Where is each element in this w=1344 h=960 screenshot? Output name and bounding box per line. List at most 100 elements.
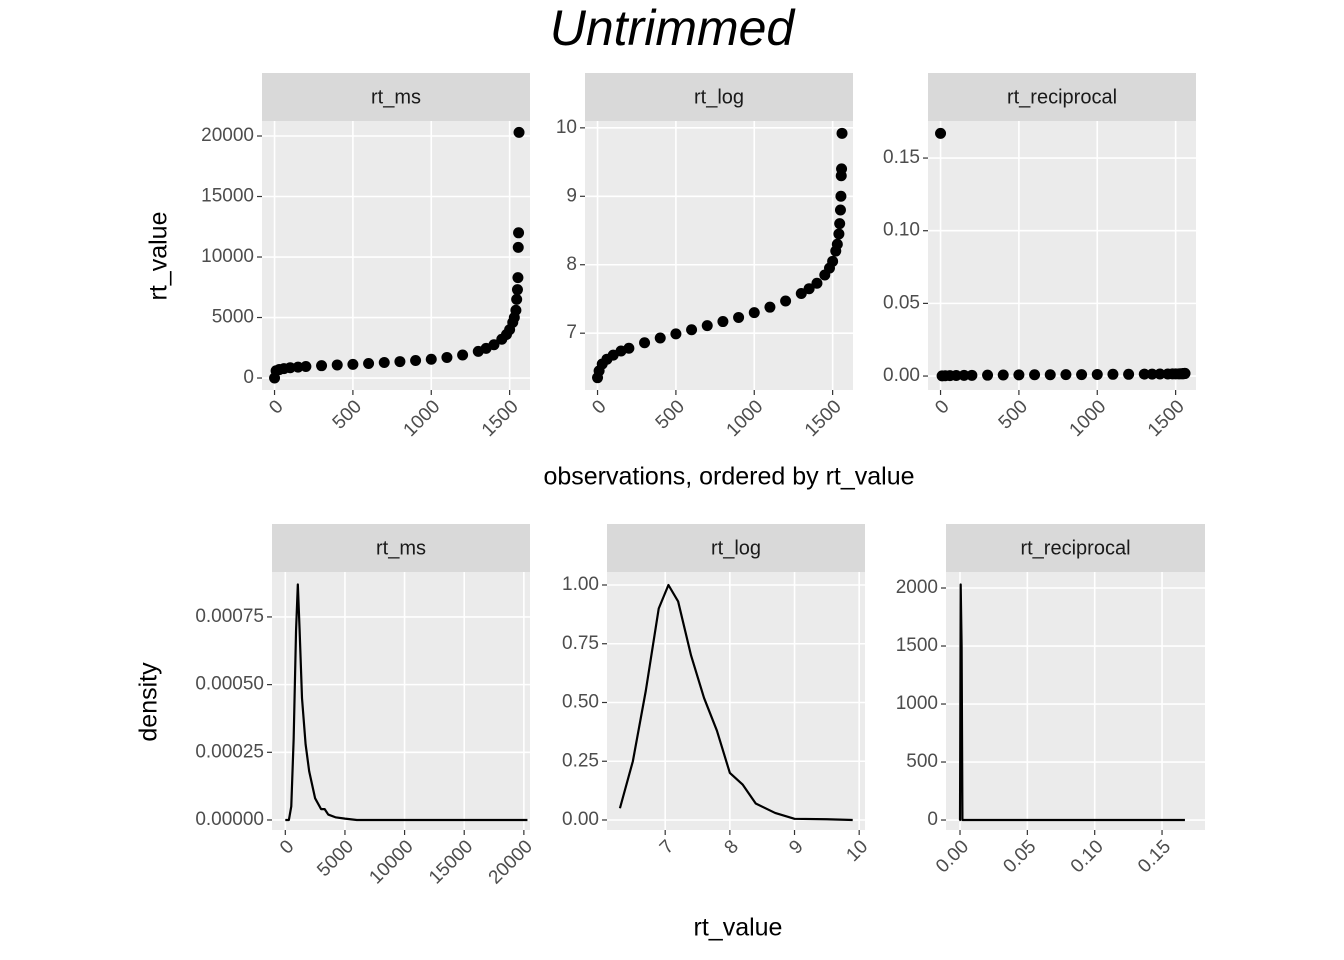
- point: [300, 361, 312, 373]
- point: [1044, 369, 1056, 381]
- panel: [928, 121, 1196, 390]
- point: [686, 324, 698, 336]
- point: [982, 369, 994, 381]
- point: [512, 272, 524, 284]
- point: [717, 316, 729, 328]
- y-axis-label: rt_value: [145, 212, 173, 301]
- x-axis-label: observations, ordered by rt_value: [543, 463, 914, 491]
- point: [1154, 368, 1166, 380]
- point: [510, 304, 522, 316]
- x-tick-label: 1000: [400, 396, 445, 441]
- panel-title: rt_ms: [376, 537, 426, 559]
- point: [966, 369, 978, 381]
- point: [748, 307, 760, 319]
- y-tick-label: 5000: [212, 307, 254, 328]
- strip: [607, 524, 865, 572]
- y-tick-label: 7: [566, 322, 577, 343]
- x-tick-label: 500: [995, 396, 1032, 433]
- x-tick-label: 0: [265, 396, 287, 418]
- point: [513, 126, 525, 138]
- panel: [946, 572, 1205, 830]
- point: [623, 342, 635, 354]
- x-tick-label: 0.00: [932, 836, 973, 877]
- x-tick-label: 20000: [485, 836, 537, 888]
- point: [1029, 369, 1041, 381]
- x-tick-label: 0.10: [1067, 836, 1108, 877]
- point: [410, 354, 422, 366]
- point: [457, 349, 469, 361]
- point: [836, 127, 848, 139]
- y-tick-label: 10000: [201, 246, 254, 267]
- y-tick-label: 0.00000: [195, 809, 264, 830]
- point: [835, 190, 847, 202]
- point: [284, 362, 296, 374]
- point: [316, 360, 328, 372]
- y-tick-label: 1000: [896, 693, 938, 714]
- panel-title: rt_reciprocal: [1007, 86, 1117, 108]
- panel-title: rt_reciprocal: [1020, 537, 1130, 559]
- x-tick-label: 1500: [1144, 396, 1189, 441]
- strip: [928, 73, 1196, 121]
- point: [1060, 369, 1072, 381]
- point: [488, 339, 500, 351]
- point: [512, 241, 524, 253]
- y-tick-label: 0.10: [883, 220, 920, 241]
- point: [1013, 369, 1025, 381]
- x-tick-label: 7: [656, 836, 678, 858]
- y-tick-label: 2000: [896, 577, 938, 598]
- y-tick-label: 0.00: [883, 365, 920, 386]
- x-tick-label: 0: [588, 396, 610, 418]
- x-tick-label: 9: [785, 836, 807, 858]
- point: [833, 228, 845, 240]
- y-tick-label: 500: [906, 751, 938, 772]
- strip: [262, 73, 530, 121]
- y-tick-label: 15000: [201, 186, 254, 207]
- point: [834, 218, 846, 230]
- point: [1146, 368, 1158, 380]
- point: [513, 227, 525, 239]
- point: [639, 337, 651, 349]
- x-tick-label: 15000: [425, 836, 477, 888]
- point: [997, 369, 1009, 381]
- strip: [946, 524, 1205, 572]
- point: [1179, 367, 1191, 379]
- x-tick-label: 1500: [801, 396, 846, 441]
- point: [292, 361, 304, 373]
- x-tick-label: 500: [329, 396, 366, 433]
- y-axis-label: density: [135, 662, 163, 742]
- y-tick-label: 0.75: [562, 633, 599, 654]
- chart-title: Untrimmed: [550, 0, 797, 56]
- strip: [272, 524, 530, 572]
- y-tick-label: 0: [243, 367, 254, 388]
- x-tick-label: 5000: [313, 836, 358, 881]
- point: [827, 255, 839, 267]
- y-tick-label: 0.15: [883, 147, 920, 168]
- y-tick-label: 8: [566, 254, 577, 275]
- point: [803, 283, 815, 295]
- x-tick-label: 1500: [478, 396, 523, 441]
- point: [950, 369, 962, 381]
- y-tick-label: 10: [556, 117, 577, 138]
- density-line: [618, 583, 853, 822]
- point: [1107, 368, 1119, 380]
- point: [1076, 369, 1088, 381]
- point: [363, 357, 375, 369]
- point: [834, 204, 846, 216]
- point: [811, 277, 823, 289]
- x-tick-label: 0.05: [999, 836, 1040, 877]
- density-line: [958, 583, 1185, 822]
- y-tick-label: 0.25: [562, 750, 599, 771]
- x-tick-label: 0.15: [1134, 836, 1175, 877]
- point: [425, 353, 437, 365]
- y-tick-label: 0.00075: [195, 606, 264, 627]
- x-tick-label: 1000: [723, 396, 768, 441]
- point: [733, 311, 745, 323]
- x-tick-label: 500: [652, 396, 689, 433]
- strip: [585, 73, 853, 121]
- point: [511, 284, 523, 296]
- y-tick-label: 0.00: [562, 809, 599, 830]
- point: [1138, 368, 1150, 380]
- y-tick-label: 1500: [896, 635, 938, 656]
